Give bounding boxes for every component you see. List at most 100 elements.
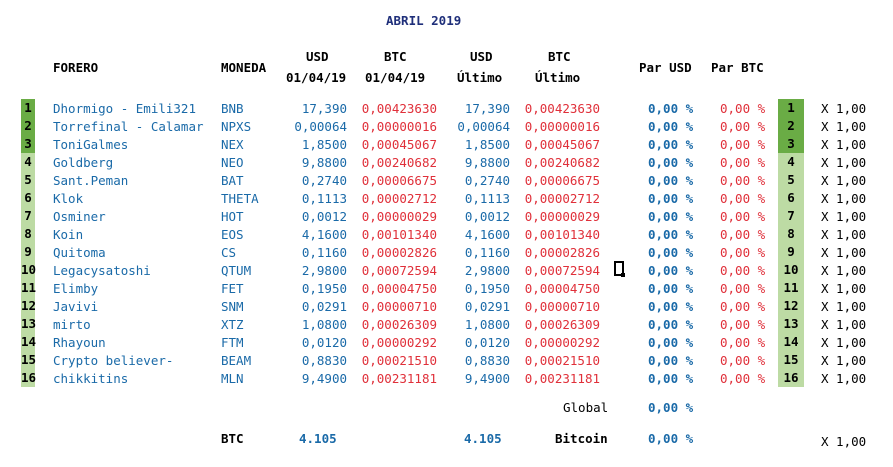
usd-last-cell[interactable]: 0,0120 — [464, 335, 510, 350]
btc-start-cell[interactable]: 0,00021510 — [361, 353, 437, 368]
btc-start-cell[interactable]: 0,00000710 — [361, 299, 437, 314]
rank-left-cell[interactable]: 14 — [21, 333, 37, 351]
forero-cell[interactable]: Koin — [53, 227, 84, 242]
moneda-cell[interactable]: CS — [221, 245, 237, 260]
usd-start-cell[interactable]: 1,8500 — [301, 137, 347, 152]
moneda-cell[interactable]: BNB — [221, 101, 244, 116]
multiplier-cell[interactable]: X 1,00 — [821, 335, 867, 350]
rank-right-cell[interactable]: 6 — [778, 189, 804, 207]
multiplier-cell[interactable]: X 1,00 — [821, 245, 867, 260]
multiplier-cell[interactable]: X 1,00 — [821, 173, 867, 188]
forero-cell[interactable]: Elimby — [53, 281, 99, 296]
multiplier-cell[interactable]: X 1,00 — [821, 353, 867, 368]
usd-start-cell[interactable]: 0,0291 — [301, 299, 347, 314]
multiplier-cell[interactable]: X 1,00 — [821, 371, 867, 386]
par-usd-cell[interactable]: 0,00 % — [648, 137, 694, 152]
rank-right-cell[interactable]: 10 — [778, 261, 804, 279]
par-btc-cell[interactable]: 0,00 % — [720, 227, 766, 242]
rank-right-cell[interactable]: 12 — [778, 297, 804, 315]
usd-start-cell[interactable]: 0,00064 — [294, 119, 347, 134]
par-usd-cell[interactable]: 0,00 % — [648, 263, 694, 278]
rank-left-cell[interactable]: 11 — [21, 279, 37, 297]
usd-start-cell[interactable]: 0,2740 — [301, 173, 347, 188]
usd-last-cell[interactable]: 4,1600 — [464, 227, 510, 242]
rank-left-cell[interactable]: 3 — [21, 135, 35, 153]
usd-last-cell[interactable]: 9,8800 — [464, 155, 510, 170]
par-btc-cell[interactable]: 0,00 % — [720, 209, 766, 224]
btc-start-cell[interactable]: 0,00231181 — [361, 371, 437, 386]
rank-right-cell[interactable]: 7 — [778, 207, 804, 225]
forero-cell[interactable]: Crypto believer- — [53, 353, 174, 368]
rank-right-cell[interactable]: 15 — [778, 351, 804, 369]
rank-left-cell[interactable]: 1 — [21, 99, 35, 117]
rank-right-cell[interactable]: 5 — [778, 171, 804, 189]
usd-start-cell[interactable]: 9,4900 — [301, 371, 347, 386]
rank-right-cell[interactable]: 14 — [778, 333, 804, 351]
rank-left-cell[interactable]: 5 — [21, 171, 35, 189]
usd-last-cell[interactable]: 0,2740 — [464, 173, 510, 188]
par-btc-cell[interactable]: 0,00 % — [720, 317, 766, 332]
moneda-cell[interactable]: NEX — [221, 137, 244, 152]
par-usd-cell[interactable]: 0,00 % — [648, 245, 694, 260]
usd-start-cell[interactable]: 17,390 — [301, 101, 347, 116]
usd-start-cell[interactable]: 9,8800 — [301, 155, 347, 170]
multiplier-cell[interactable]: X 1,00 — [821, 209, 867, 224]
rank-left-cell[interactable]: 16 — [21, 369, 37, 387]
par-btc-cell[interactable]: 0,00 % — [720, 137, 766, 152]
btc-last-cell[interactable]: 0,00002712 — [524, 191, 600, 206]
par-usd-cell[interactable]: 0,00 % — [648, 119, 694, 134]
forero-cell[interactable]: Quitoma — [53, 245, 106, 260]
par-btc-cell[interactable]: 0,00 % — [720, 353, 766, 368]
par-usd-cell[interactable]: 0,00 % — [648, 281, 694, 296]
par-btc-cell[interactable]: 0,00 % — [720, 299, 766, 314]
usd-start-cell[interactable]: 4,1600 — [301, 227, 347, 242]
par-usd-cell[interactable]: 0,00 % — [648, 209, 694, 224]
moneda-cell[interactable]: FTM — [221, 335, 244, 350]
multiplier-cell[interactable]: X 1,00 — [821, 191, 867, 206]
btc-start-cell[interactable]: 0,00004750 — [361, 281, 437, 296]
rank-left-cell[interactable]: 7 — [21, 207, 35, 225]
btc-start-cell[interactable]: 0,00423630 — [361, 101, 437, 116]
btc-last-cell[interactable]: 0,00000029 — [524, 209, 600, 224]
forero-cell[interactable]: Dhormigo - Emili321 — [53, 101, 196, 116]
rank-left-cell[interactable]: 15 — [21, 351, 37, 369]
par-btc-cell[interactable]: 0,00 % — [720, 335, 766, 350]
usd-start-cell[interactable]: 0,8830 — [301, 353, 347, 368]
btc-last-cell[interactable]: 0,00002826 — [524, 245, 600, 260]
rank-right-cell[interactable]: 3 — [778, 135, 804, 153]
moneda-cell[interactable]: QTUM — [221, 263, 252, 278]
usd-last-cell[interactable]: 0,0291 — [464, 299, 510, 314]
multiplier-cell[interactable]: X 1,00 — [821, 119, 867, 134]
rank-left-cell[interactable]: 8 — [21, 225, 35, 243]
btc-start-cell[interactable]: 0,00045067 — [361, 137, 437, 152]
btc-last-cell[interactable]: 0,00072594 — [524, 263, 600, 278]
btc-start-cell[interactable]: 0,00240682 — [361, 155, 437, 170]
usd-last-cell[interactable]: 0,8830 — [464, 353, 510, 368]
moneda-cell[interactable]: BAT — [221, 173, 244, 188]
rank-left-cell[interactable]: 2 — [21, 117, 35, 135]
rank-right-cell[interactable]: 16 — [778, 369, 804, 387]
usd-last-cell[interactable]: 17,390 — [464, 101, 510, 116]
btc-last-cell[interactable]: 0,00000016 — [524, 119, 600, 134]
btc-last-cell[interactable]: 0,00423630 — [524, 101, 600, 116]
btc-start-cell[interactable]: 0,00006675 — [361, 173, 437, 188]
multiplier-cell[interactable]: X 1,00 — [821, 101, 867, 116]
btc-start-cell[interactable]: 0,00000292 — [361, 335, 437, 350]
rank-right-cell[interactable]: 8 — [778, 225, 804, 243]
btc-last-cell[interactable]: 0,00000710 — [524, 299, 600, 314]
forero-cell[interactable]: Javivi — [53, 299, 99, 314]
multiplier-cell[interactable]: X 1,00 — [821, 227, 867, 242]
usd-last-cell[interactable]: 9,4900 — [464, 371, 510, 386]
btc-start-cell[interactable]: 0,00072594 — [361, 263, 437, 278]
rank-right-cell[interactable]: 2 — [778, 117, 804, 135]
par-usd-cell[interactable]: 0,00 % — [648, 101, 694, 116]
forero-cell[interactable]: Legacysatoshi — [53, 263, 151, 278]
btc-last-cell[interactable]: 0,00000292 — [524, 335, 600, 350]
multiplier-cell[interactable]: X 1,00 — [821, 137, 867, 152]
par-usd-cell[interactable]: 0,00 % — [648, 191, 694, 206]
usd-start-cell[interactable]: 0,0012 — [301, 209, 347, 224]
moneda-cell[interactable]: NPXS — [221, 119, 252, 134]
forero-cell[interactable]: Osminer — [53, 209, 106, 224]
moneda-cell[interactable]: XTZ — [221, 317, 244, 332]
btc-last-cell[interactable]: 0,00004750 — [524, 281, 600, 296]
